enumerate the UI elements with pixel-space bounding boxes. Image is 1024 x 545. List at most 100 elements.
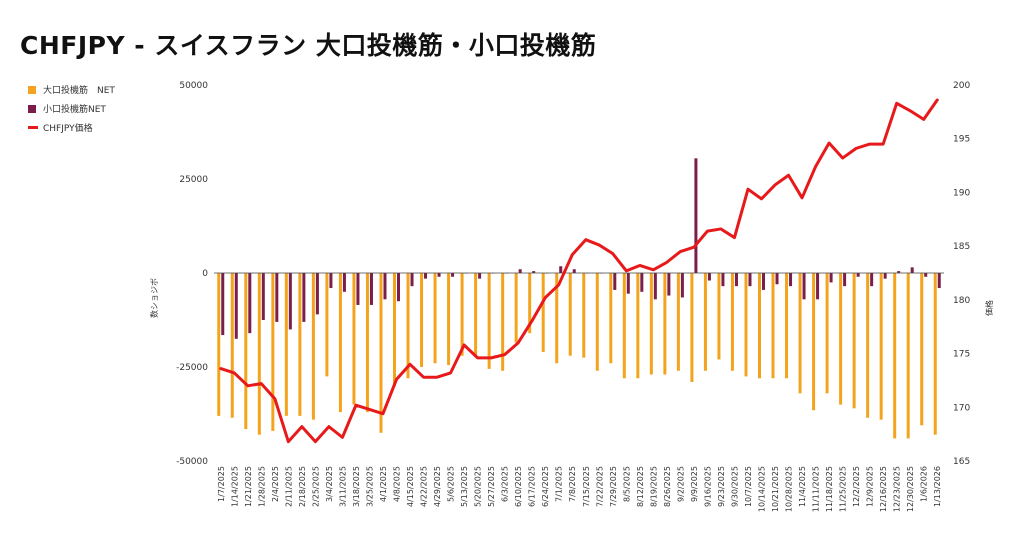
bar-small-39 [748, 273, 752, 287]
legend-label-small: 小口投機筋NET [43, 105, 106, 115]
legend-swatch-price [28, 126, 38, 129]
right-axis-ticks: 200 195 190 185 180 175 170 165 [953, 81, 970, 467]
x-tick-40: 10/14/2025 [758, 466, 767, 512]
bar-small-3 [261, 273, 265, 320]
left-axis-ticks: 50000 25000 0 -25000 -50000 [176, 81, 208, 467]
x-tick-32: 8/19/2025 [649, 466, 658, 507]
x-tick-25: 7/1/2025 [555, 466, 564, 502]
bar-large-32 [649, 273, 653, 375]
x-tick-24: 6/24/2025 [541, 466, 550, 507]
legend-item-small-speculators: 小口投機筋NET [28, 99, 115, 118]
x-tick-1: 1/14/2025 [230, 466, 239, 507]
bar-large-10 [352, 273, 356, 405]
x-tick-6: 2/18/2025 [298, 466, 307, 507]
bar-small-38 [734, 273, 738, 287]
bar-large-30 [622, 273, 626, 379]
bar-large-26 [568, 273, 572, 356]
bar-small-30 [626, 273, 630, 294]
x-tick-12: 4/1/2025 [379, 466, 388, 502]
bar-large-51 [906, 273, 910, 439]
x-tick-21: 6/3/2025 [501, 466, 510, 502]
bar-large-53 [933, 273, 937, 435]
bar-large-6 [298, 273, 302, 416]
x-tick-13: 4/8/2025 [393, 466, 402, 502]
bar-large-27 [582, 273, 586, 358]
bar-large-2 [244, 273, 248, 430]
y-tick-right-7: 165 [953, 457, 970, 467]
bar-large-14 [406, 273, 410, 379]
x-tick-5: 2/11/2025 [284, 466, 293, 507]
bar-small-25 [559, 266, 563, 273]
bar-large-28 [595, 273, 599, 371]
bar-small-44 [816, 273, 820, 300]
x-tick-30: 8/5/2025 [622, 466, 631, 502]
y-tick-left-1: 25000 [179, 175, 208, 185]
bar-large-18 [460, 273, 464, 356]
x-tick-10: 3/18/2025 [352, 466, 361, 507]
bar-small-2 [248, 273, 252, 334]
legend-swatch-small [28, 104, 36, 113]
bar-large-9 [338, 273, 342, 413]
x-tick-11: 3/25/2025 [365, 466, 374, 507]
bar-large-17 [447, 273, 451, 366]
bar-large-38 [730, 273, 734, 371]
bar-large-34 [676, 273, 680, 371]
bar-small-9 [342, 273, 346, 292]
bar-small-12 [383, 273, 387, 300]
bar-small-19 [478, 273, 482, 279]
x-tick-2: 1/21/2025 [244, 466, 253, 507]
bar-large-37 [717, 273, 721, 360]
bar-large-52 [920, 273, 924, 426]
y-tick-right-5: 175 [953, 350, 970, 360]
bar-small-6 [302, 273, 306, 322]
y-tick-right-1: 195 [953, 135, 970, 145]
x-tick-39: 10/7/2025 [744, 466, 753, 507]
bar-large-42 [785, 273, 789, 379]
bar-small-51 [910, 267, 914, 273]
x-tick-22: 6/10/2025 [514, 466, 523, 507]
bar-large-44 [812, 273, 816, 411]
bar-large-22 [514, 273, 518, 343]
bar-small-10 [356, 273, 360, 305]
bar-large-12 [379, 273, 383, 433]
bar-small-1 [234, 273, 238, 339]
bar-small-33 [667, 273, 671, 296]
bar-large-23 [528, 273, 532, 334]
x-tick-31: 8/12/2025 [636, 466, 645, 507]
x-tick-38: 9/30/2025 [730, 466, 739, 507]
x-tick-18: 5/13/2025 [460, 466, 469, 507]
bar-large-36 [703, 273, 707, 371]
x-tick-49: 12/16/2025 [879, 466, 888, 512]
bar-small-32 [653, 273, 657, 300]
small-speculator-bars [221, 158, 941, 339]
x-tick-28: 7/22/2025 [595, 466, 604, 507]
bar-large-48 [866, 273, 870, 418]
y-tick-left-3: -25000 [176, 363, 208, 373]
bar-large-40 [758, 273, 761, 379]
bar-large-41 [771, 273, 775, 379]
bar-large-21 [501, 273, 505, 371]
x-tick-47: 12/2/2025 [852, 466, 861, 507]
bar-small-42 [789, 273, 793, 287]
bar-small-48 [870, 273, 874, 287]
x-tick-0: 1/7/2025 [217, 466, 226, 502]
x-tick-42: 10/28/2025 [785, 466, 794, 512]
bar-large-31 [636, 273, 640, 379]
x-tick-34: 9/2/2025 [676, 466, 685, 502]
bar-large-25 [555, 273, 559, 364]
bar-small-4 [275, 273, 279, 322]
bar-large-5 [284, 273, 288, 416]
bar-large-47 [852, 273, 856, 409]
y-tick-right-2: 190 [953, 188, 970, 198]
x-tick-43: 11/4/2025 [798, 466, 807, 507]
x-tick-17: 5/6/2025 [447, 466, 456, 502]
bar-large-20 [487, 273, 491, 369]
x-tick-50: 12/23/2025 [893, 466, 902, 512]
bar-large-0 [217, 273, 221, 416]
bar-large-3 [257, 273, 261, 435]
x-tick-8: 3/4/2025 [325, 466, 334, 502]
legend: 大口投機筋 NET 小口投機筋NET CHFJPY価格 [28, 80, 115, 137]
x-tick-46: 11/25/2025 [839, 466, 848, 512]
x-tick-36: 9/16/2025 [703, 466, 712, 507]
